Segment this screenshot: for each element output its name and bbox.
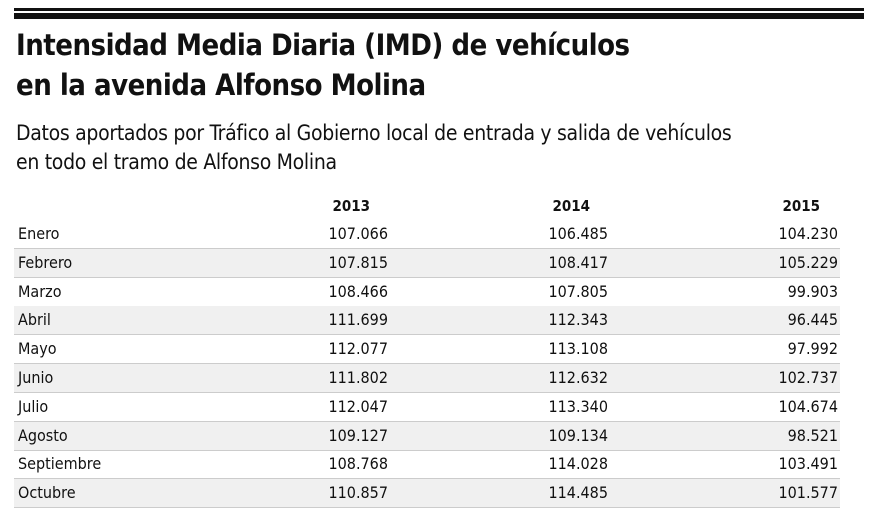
table-row: Agosto 109.127 109.134 98.521: [14, 421, 840, 451]
table-row: Abril 111.699 112.343 96.445: [14, 306, 840, 336]
cell-value: 103.491: [778, 454, 838, 474]
table-row: Junio 111.802 112.632 102.737: [14, 364, 840, 393]
cell-value: 107.815: [328, 252, 388, 272]
row-label: Marzo: [18, 281, 62, 301]
table-row: Marzo 108.466 107.805 99.903: [14, 278, 840, 307]
title: Intensidad Media Diaria (IMD) de vehícul…: [16, 28, 630, 62]
title: en la avenida Alfonso Molina: [16, 68, 426, 102]
subtitle: Datos aportados por Tráfico al Gobierno …: [16, 121, 732, 145]
cell-value: 108.768: [328, 454, 388, 474]
cell-value: 114.485: [548, 483, 608, 503]
cell-value: 111.699: [328, 310, 388, 330]
row-label: Octubre: [18, 483, 76, 503]
row-label: Enero: [18, 224, 60, 243]
cell-value: 113.108: [548, 339, 608, 359]
cell-value: 109.127: [328, 425, 388, 445]
cell-value: 97.992: [787, 339, 838, 359]
rule: [14, 13, 864, 19]
page: Intensidad Media Diaria (IMD) de vehícul…: [14, 8, 864, 508]
cell-value: 96.445: [787, 310, 838, 330]
row-label: Julio: [18, 396, 49, 416]
cell-value: 104.230: [778, 224, 838, 243]
table-row: Febrero 107.815 108.417 105.229: [14, 248, 840, 278]
cell-value: 106.485: [548, 224, 608, 243]
cell-value: 112.077: [328, 339, 388, 359]
cell-value: 112.343: [548, 310, 608, 330]
row-label: Abril: [18, 310, 51, 330]
row-label: Febrero: [18, 252, 73, 272]
cell-value: 112.632: [548, 368, 608, 387]
cell-value: 108.466: [328, 281, 388, 301]
column-header: 2015: [782, 197, 820, 215]
cell-value: 110.857: [328, 483, 388, 503]
table-row: Septiembre 108.768 114.028 103.491: [14, 450, 840, 480]
cell-value: 98.521: [787, 425, 838, 445]
table-row: Julio 112.047 113.340 104.674: [14, 393, 840, 422]
cell-value: 107.066: [328, 224, 388, 243]
cell-value: 104.674: [778, 396, 838, 416]
cell-value: 105.229: [778, 252, 838, 272]
cell-value: 99.903: [787, 281, 838, 301]
row-label: Septiembre: [18, 454, 102, 474]
cell-value: 107.805: [548, 281, 608, 301]
column-header: 2014: [552, 197, 590, 215]
subtitle: en todo el tramo de Alfonso Molina: [16, 150, 337, 174]
row-label: Junio: [18, 368, 54, 387]
cell-value: 101.577: [778, 483, 838, 503]
row-label: Mayo: [18, 339, 57, 359]
cell-value: 111.802: [328, 368, 388, 387]
column-header: 2013: [332, 197, 370, 215]
rule: [14, 8, 864, 11]
table-row: Mayo 112.077 113.108 97.992: [14, 335, 840, 365]
cell-value: 114.028: [548, 454, 608, 474]
cell-value: 109.134: [548, 425, 608, 445]
cell-value: 108.417: [548, 252, 608, 272]
table-row: Enero 107.066 106.485 104.230: [14, 220, 840, 249]
row-label: Agosto: [18, 425, 68, 445]
cell-value: 102.737: [778, 368, 838, 387]
table-row: Octubre 110.857 114.485 101.577: [14, 479, 840, 508]
cell-value: 113.340: [548, 396, 608, 416]
cell-value: 112.047: [328, 396, 388, 416]
